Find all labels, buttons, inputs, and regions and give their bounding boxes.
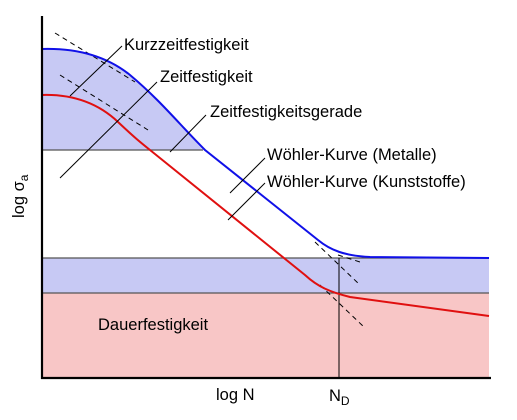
metal-dashed-extension-top xyxy=(54,32,136,83)
metal-dashed-extension-bottom xyxy=(314,241,361,286)
metal-plateau-dashed xyxy=(337,254,361,263)
label-woehler-kunststoffe: Wöhler-Kurve (Kunststoffe) xyxy=(267,173,466,191)
plastic-dashed-extension-bottom xyxy=(319,284,366,329)
woehler-curve-kunststoffe xyxy=(41,93,490,317)
nd-label: ND xyxy=(329,387,350,408)
nd-label-main: N xyxy=(329,387,341,405)
y-axis-label: log σa xyxy=(10,174,31,218)
leader-kurzzeit xyxy=(69,45,123,97)
kurzzeit-region-fill xyxy=(42,48,203,150)
leader-gerade xyxy=(169,114,207,153)
leader-zeit xyxy=(59,81,158,179)
label-dauerfestigkeit: Dauerfestigkeit xyxy=(98,316,208,334)
nd-label-subscript: D xyxy=(341,394,350,408)
y-axis-label-main: log σ xyxy=(10,181,28,218)
woehler-curve-metalle xyxy=(41,47,490,259)
dauerfestigkeit-blue-band xyxy=(42,258,489,293)
x-axis-label: log N xyxy=(216,386,255,404)
label-zeitfestigkeit: Zeitfestigkeit xyxy=(160,68,253,86)
y-axis-label-subscript: a xyxy=(17,174,31,181)
label-woehler-metalle: Wöhler-Kurve (Metalle) xyxy=(267,146,437,164)
leader-metalle xyxy=(229,157,266,194)
label-kurzzeitfestigkeit: Kurzzeitfestigkeit xyxy=(124,36,249,54)
dauerfestigkeit-red-region xyxy=(42,293,489,378)
leader-kunststoffe xyxy=(227,182,266,221)
label-zeitfestigkeitsgerade: Zeitfestigkeitsgerade xyxy=(210,103,362,121)
